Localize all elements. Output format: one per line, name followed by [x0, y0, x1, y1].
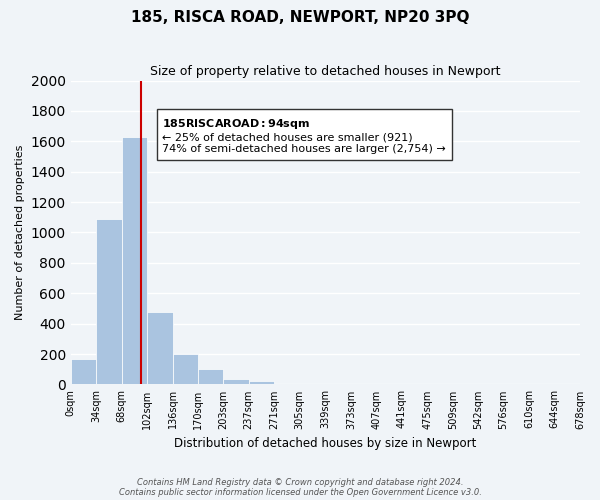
Bar — [173, 354, 199, 384]
Bar — [71, 358, 96, 384]
X-axis label: Distribution of detached houses by size in Newport: Distribution of detached houses by size … — [174, 437, 476, 450]
Bar — [122, 137, 147, 384]
Text: 185, RISCA ROAD, NEWPORT, NP20 3PQ: 185, RISCA ROAD, NEWPORT, NP20 3PQ — [131, 10, 469, 25]
Title: Size of property relative to detached houses in Newport: Size of property relative to detached ho… — [150, 65, 500, 78]
Text: Contains HM Land Registry data © Crown copyright and database right 2024.
Contai: Contains HM Land Registry data © Crown c… — [119, 478, 481, 497]
Bar — [96, 219, 122, 384]
Bar — [249, 382, 274, 384]
Bar — [223, 379, 249, 384]
Bar — [147, 312, 173, 384]
Text: $\bf{185 RISCA ROAD: 94sqm}$
← 25% of detached houses are smaller (921)
74% of s: $\bf{185 RISCA ROAD: 94sqm}$ ← 25% of de… — [163, 117, 446, 154]
Y-axis label: Number of detached properties: Number of detached properties — [15, 145, 25, 320]
Bar — [199, 369, 223, 384]
